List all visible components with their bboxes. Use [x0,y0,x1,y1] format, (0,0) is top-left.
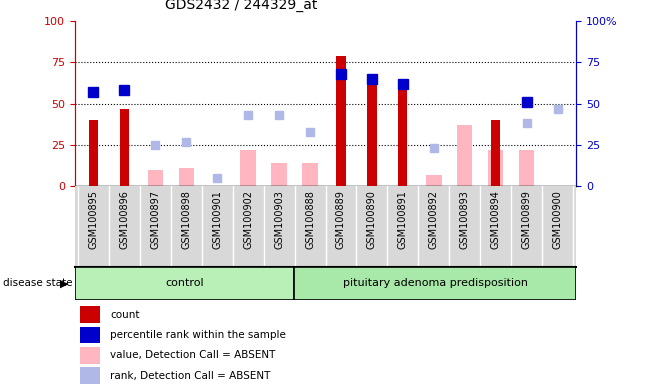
Text: GSM100898: GSM100898 [181,190,191,249]
Text: GSM100901: GSM100901 [212,190,222,249]
Text: GSM100888: GSM100888 [305,190,315,249]
Bar [89,120,98,186]
Text: GSM100897: GSM100897 [150,190,160,249]
Text: GSM100899: GSM100899 [521,190,532,249]
Bar [148,170,163,186]
Text: GDS2432 / 244329_at: GDS2432 / 244329_at [165,0,317,12]
Text: GSM100892: GSM100892 [429,190,439,249]
Bar [398,82,408,186]
Bar [457,125,473,186]
Bar [271,163,287,186]
Bar [367,82,376,186]
Text: GSM100902: GSM100902 [243,190,253,249]
Bar [426,175,441,186]
Text: ▶: ▶ [60,278,68,288]
Text: GSM100889: GSM100889 [336,190,346,249]
Text: GSM100896: GSM100896 [119,190,130,249]
Bar [75,267,294,300]
Bar [120,109,129,186]
Bar [178,168,194,186]
Bar [337,56,346,186]
Text: count: count [110,310,139,320]
Text: GSM100894: GSM100894 [491,190,501,249]
Text: pituitary adenoma predisposition: pituitary adenoma predisposition [342,278,528,288]
Bar [80,326,100,343]
Text: GSM100903: GSM100903 [274,190,284,249]
Text: control: control [165,278,204,288]
Bar [519,150,534,186]
Bar [491,120,501,186]
Bar [80,347,100,364]
Bar [488,150,503,186]
Bar [80,306,100,323]
Bar [294,267,576,300]
Text: GSM100893: GSM100893 [460,190,470,249]
Bar [80,367,100,384]
Text: GSM100891: GSM100891 [398,190,408,249]
Text: percentile rank within the sample: percentile rank within the sample [110,330,286,340]
Text: rank, Detection Call = ABSENT: rank, Detection Call = ABSENT [110,371,270,381]
Text: GSM100895: GSM100895 [89,190,98,249]
Text: GSM100900: GSM100900 [553,190,562,249]
Bar [302,163,318,186]
Bar [240,150,256,186]
Text: disease state: disease state [3,278,73,288]
Text: value, Detection Call = ABSENT: value, Detection Call = ABSENT [110,350,275,360]
Text: GSM100890: GSM100890 [367,190,377,249]
